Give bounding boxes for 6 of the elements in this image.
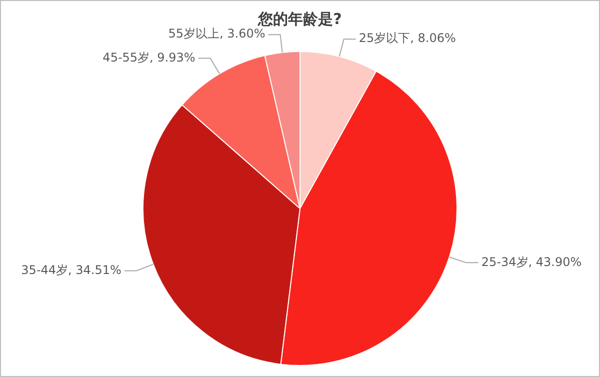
slice-label: 25岁以下, 8.06%: [358, 31, 456, 46]
chart-title: 您的年龄是?: [257, 10, 342, 28]
slice-label: 25-34岁, 43.90%: [481, 254, 582, 269]
slice-label: 55岁以上, 3.60%: [168, 26, 266, 41]
slice-label: 45-55岁, 9.93%: [102, 50, 196, 64]
slice-label: 35-44岁, 34.51%: [21, 262, 122, 277]
